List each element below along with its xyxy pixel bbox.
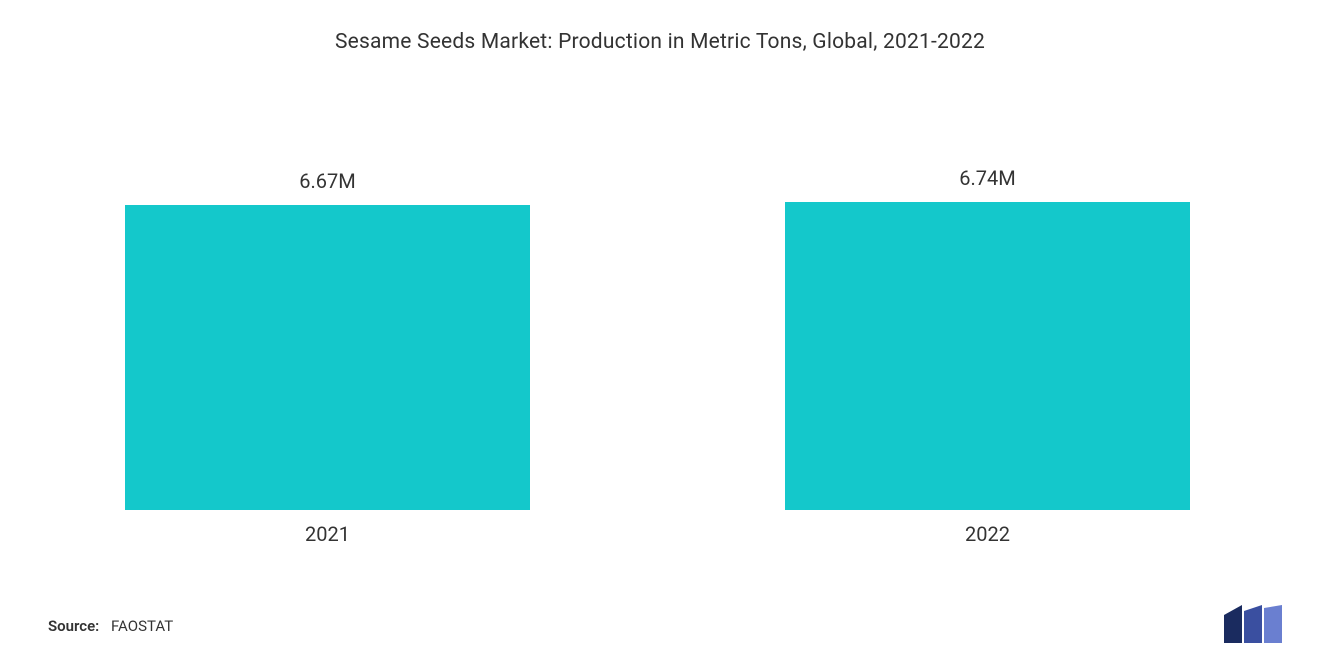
source-value: FAOSTAT [111,617,173,635]
bar-2021 [125,205,530,510]
source-citation: Source: FAOSTAT [48,617,173,635]
brand-logo-icon [1224,605,1282,643]
chart-title: Sesame Seeds Market: Production in Metri… [0,0,1320,54]
bar-2022 [785,202,1190,510]
bar-group-2021: 6.67M 2021 [125,169,530,510]
x-axis-label: 2022 [785,522,1190,546]
bar-chart: 6.67M 2021 6.74M 2022 [125,180,1190,510]
x-axis-label: 2021 [125,522,530,546]
bar-value-label: 6.74M [959,166,1015,190]
source-label: Source: [48,617,99,635]
bar-value-label: 6.67M [299,169,355,193]
bar-group-2022: 6.74M 2022 [785,166,1190,510]
